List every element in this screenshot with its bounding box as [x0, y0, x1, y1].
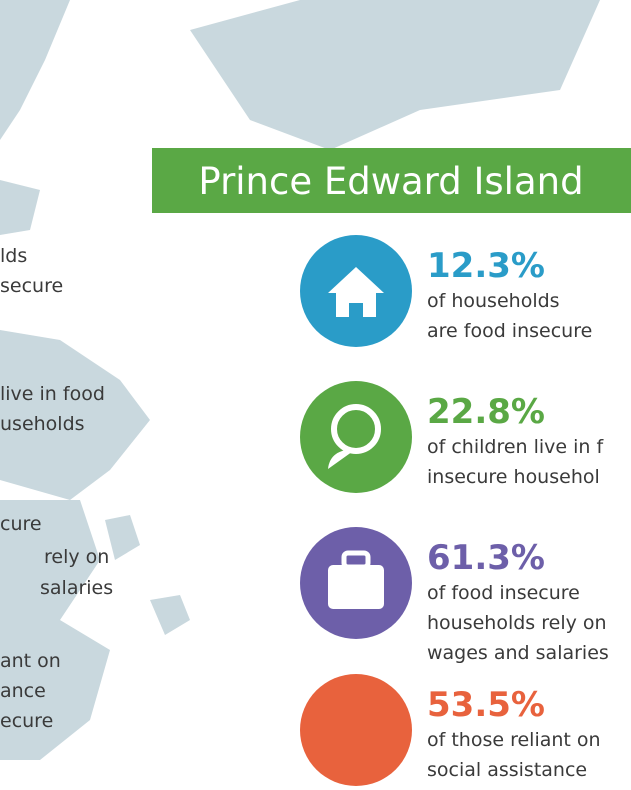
child-body — [328, 449, 356, 469]
map-shape — [105, 515, 140, 560]
stat-value: 61.3% — [427, 538, 545, 578]
map-shape — [0, 180, 40, 235]
title-banner — [152, 148, 631, 213]
stat-value: 12.3% — [427, 246, 545, 286]
stat-line: of children live in f — [427, 436, 605, 458]
stat-line: of those reliant on — [427, 729, 601, 751]
map-shape — [0, 500, 110, 760]
stat-line: insecure househol — [427, 466, 600, 488]
stat-line: of households — [427, 290, 560, 312]
stat-line: social assistance — [427, 759, 587, 781]
stat-line: wages and salaries — [427, 642, 609, 664]
case-body — [328, 565, 384, 609]
map — [0, 0, 600, 760]
left-fragment: useholds — [0, 413, 85, 435]
left-fragment: cure — [0, 513, 42, 535]
left-fragment: lds — [0, 245, 27, 267]
stat-line: of food insecure — [427, 582, 580, 604]
house-icon — [328, 267, 384, 317]
left-fragment: ance — [0, 680, 46, 702]
left-fragment: secure — [0, 275, 63, 297]
stat-value: 22.8% — [427, 392, 545, 432]
left-fragment: live in food — [0, 383, 105, 405]
title: Prince Edward Island — [198, 160, 583, 203]
map-shape — [0, 330, 150, 500]
stat-line: are food insecure — [427, 320, 592, 342]
left-fragment: ant on — [0, 650, 61, 672]
left-fragment: salaries — [40, 577, 113, 599]
map-shape — [150, 595, 190, 635]
icon-circle — [300, 674, 412, 786]
child-head — [331, 404, 381, 454]
stats: 12.3% of households are food insecure 22.8%… — [300, 235, 609, 786]
map-shape — [190, 0, 600, 150]
stat-line: households rely on — [427, 612, 607, 634]
icon-circle — [300, 381, 412, 493]
map-shape — [0, 0, 70, 140]
left-fragment: rely on — [44, 546, 109, 568]
left-fragment: ecure — [0, 710, 53, 732]
stat-value: 53.5% — [427, 685, 545, 725]
